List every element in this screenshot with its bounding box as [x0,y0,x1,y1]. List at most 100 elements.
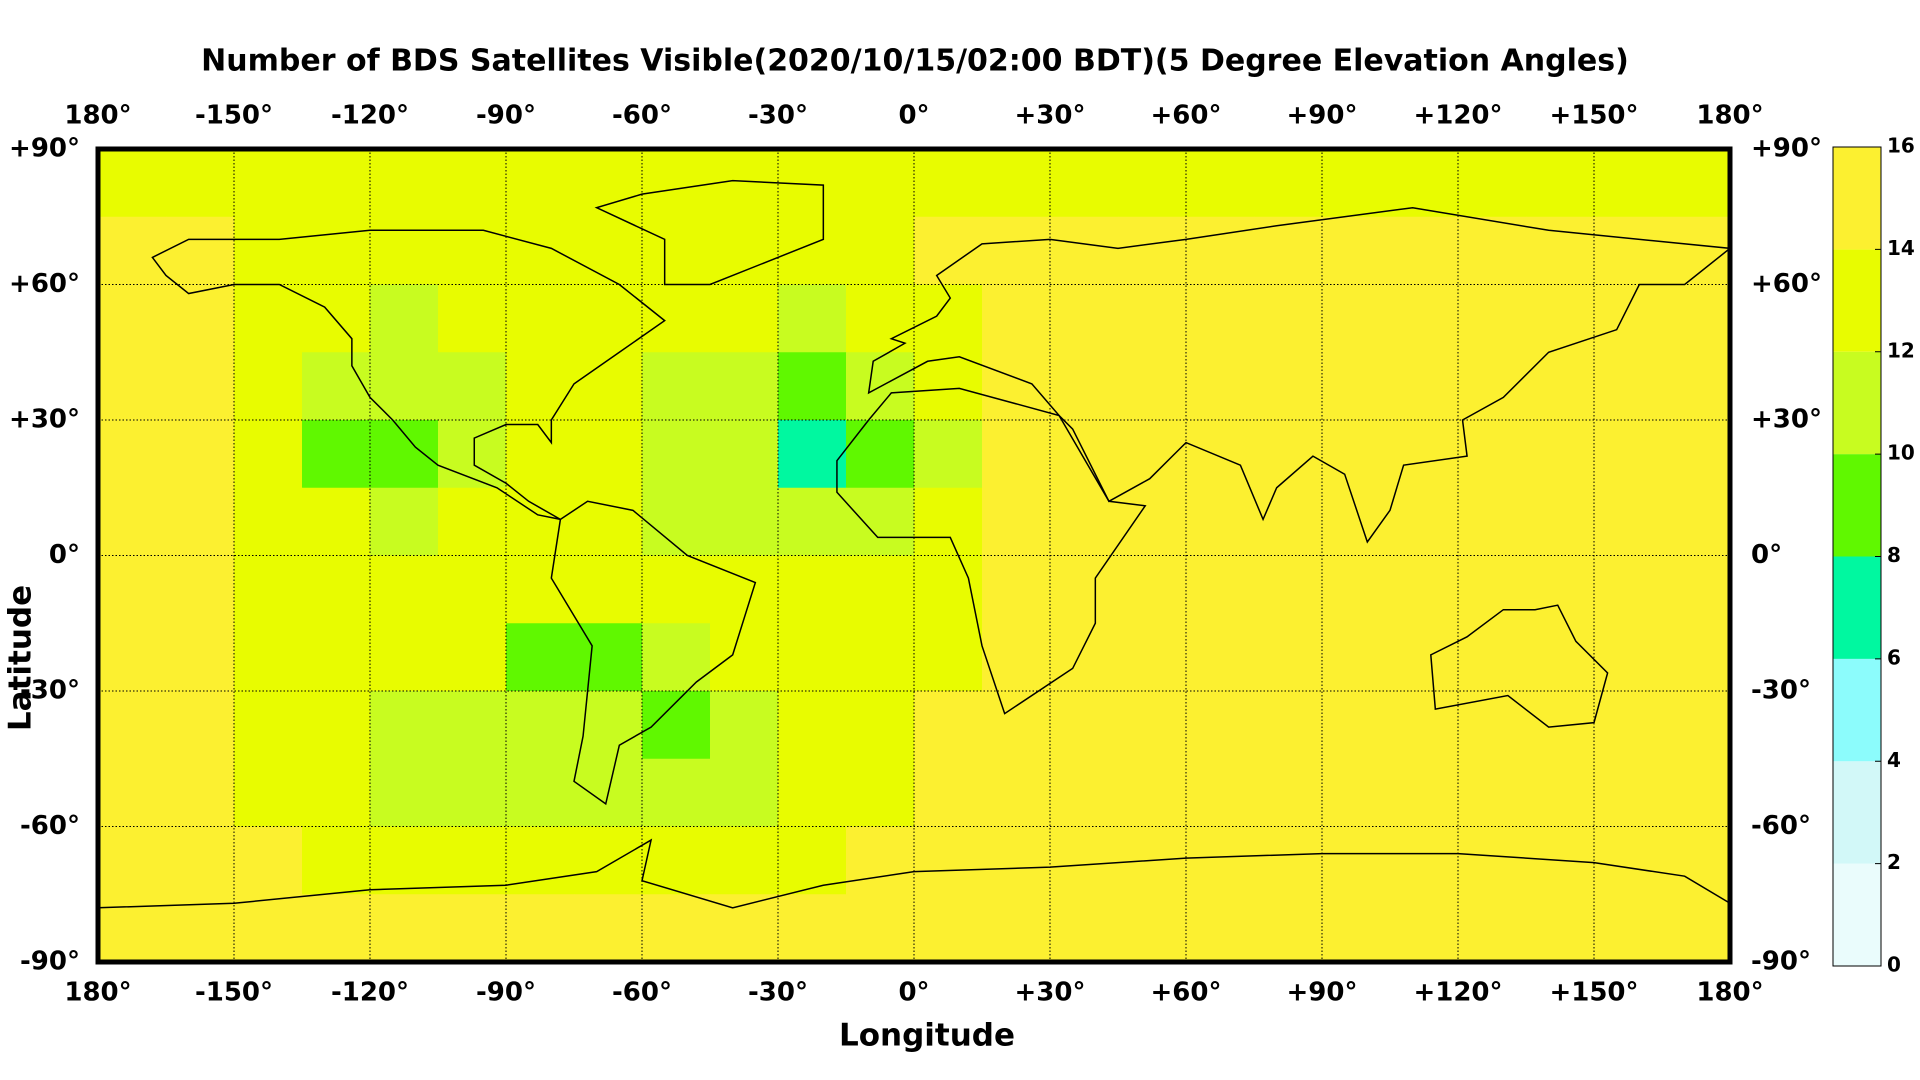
heatmap-cell [438,487,507,556]
heatmap-cell [982,216,1051,285]
heatmap-cell [574,284,643,353]
heatmap-cell [506,149,575,218]
heatmap-cell [234,758,303,827]
heatmap-cell [846,149,915,218]
heatmap-cell [1390,487,1459,556]
y-tick-label-right: +60° [1751,269,1822,299]
heatmap-cell [1390,555,1459,624]
heatmap-cell [98,352,167,421]
heatmap-cell [234,216,303,285]
heatmap-cell [98,149,167,218]
x-tick-label: -30° [748,978,808,1008]
colorbar-segment [1833,556,1881,659]
heatmap-cell [846,691,915,760]
heatmap-cell [1254,894,1323,963]
heatmap-cell [1322,691,1391,760]
heatmap-cell [1254,623,1323,692]
heatmap-cell [1322,758,1391,827]
heatmap-cell [166,487,235,556]
heatmap-cell [98,216,167,285]
y-tick-label-right: +90° [1751,134,1822,164]
y-tick-label: 0° [49,540,80,570]
heatmap-cell [574,691,643,760]
heatmap-cell [98,894,167,963]
heatmap-cell [1526,420,1595,489]
heatmap-cell [506,284,575,353]
heatmap-cell [370,623,439,692]
heatmap-cell [642,216,711,285]
heatmap-cell [1458,555,1527,624]
x-tick-label: 180° [1696,978,1763,1008]
colorbar-tick-label: 14 [1887,236,1915,260]
heatmap-cell [846,894,915,963]
heatmap-cell [1322,216,1391,285]
heatmap-cell [1050,149,1119,218]
chart-title: Number of BDS Satellites Visible(2020/10… [201,44,1629,79]
heatmap-cell [1390,623,1459,692]
x-tick-label: 180° [64,978,131,1008]
heatmap-cell [778,555,847,624]
heatmap-cell [1458,284,1527,353]
y-tick-label: +30° [9,405,80,435]
heatmap-cell [1662,555,1731,624]
heatmap-cell [574,352,643,421]
heatmap-cell [302,284,371,353]
y-tick-label-right: -90° [1751,947,1811,977]
x-tick-label-top: 0° [898,101,929,131]
heatmap-cell [166,555,235,624]
heatmap-cell [98,420,167,489]
heatmap-cell [1662,758,1731,827]
heatmap-cell [1322,420,1391,489]
heatmap-cell [166,216,235,285]
heatmap-cell [642,623,711,692]
heatmap-cell [982,623,1051,692]
heatmap-cell [778,623,847,692]
heatmap-cell [1390,894,1459,963]
heatmap-cell [914,691,983,760]
y-tick-label: +60° [9,269,80,299]
heatmap-cell [1458,216,1527,285]
heatmap-cell [370,149,439,218]
x-tick-label-top: 180° [1696,101,1763,131]
heatmap-cell [1458,758,1527,827]
heatmap-cell [1118,894,1187,963]
y-tick-label: -90° [20,947,80,977]
heatmap-cell [642,149,711,218]
heatmap-cell [1186,487,1255,556]
y-tick-label-right: -60° [1751,811,1811,841]
heatmap-cell [1662,623,1731,692]
heatmap-cell [1186,826,1255,895]
heatmap-cell [1390,216,1459,285]
heatmap-cell [710,420,779,489]
heatmap-cell [98,758,167,827]
heatmap-cell [370,555,439,624]
heatmap-cell [370,758,439,827]
heatmap-cell [778,691,847,760]
x-tick-label-top: +30° [1015,101,1086,131]
heatmap-cell [1186,352,1255,421]
heatmap-cell [982,555,1051,624]
heatmap-cell [1662,691,1731,760]
heatmap-cell [1118,284,1187,353]
heatmap-cell [166,352,235,421]
heatmap-cell [1254,487,1323,556]
heatmap-cell [370,487,439,556]
heatmap-cell [1186,623,1255,692]
heatmap-cell [1322,555,1391,624]
heatmap-cell [234,352,303,421]
heatmap-cell [1186,284,1255,353]
y-tick-label-right: -30° [1751,676,1811,706]
x-tick-label-top: 180° [64,101,131,131]
heatmap-cell [438,894,507,963]
heatmap-cell [1594,623,1663,692]
heatmap-cell [642,758,711,827]
heatmap-cell [1594,149,1663,218]
x-tick-label-top: -90° [476,101,536,131]
heatmap-cell [1458,826,1527,895]
colorbar-tick-label: 0 [1887,953,1901,977]
heatmap-cell [1526,894,1595,963]
heatmap-cell [1254,284,1323,353]
heatmap-cell [914,894,983,963]
colorbar-tick-label: 10 [1887,441,1915,465]
